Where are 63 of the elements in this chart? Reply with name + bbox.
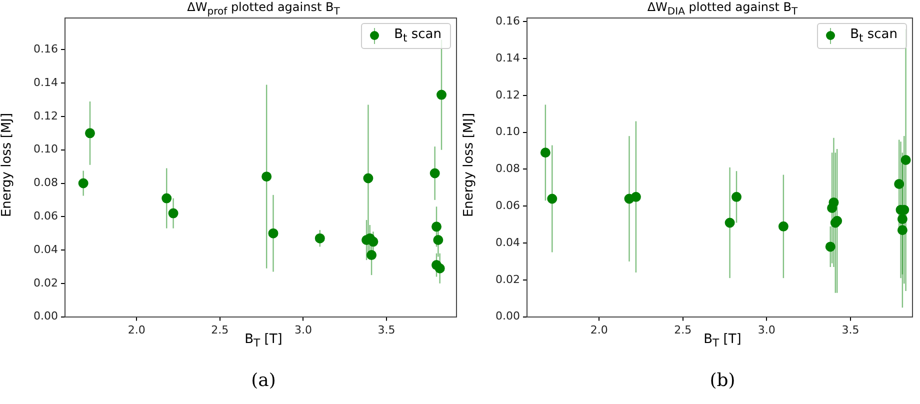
point	[84, 128, 95, 138]
y-tick-label: 0.10	[496, 125, 520, 138]
y-tick-label: 0.06	[496, 198, 520, 212]
point	[363, 173, 374, 184]
x-tick-label: 3.5	[378, 323, 396, 336]
x-tick-label: 3.0	[294, 323, 312, 336]
point	[778, 221, 788, 232]
point	[368, 236, 378, 247]
y-tick-label: 0.02	[34, 276, 58, 290]
x-axis-title: B$_{T}$ [T]	[244, 332, 282, 350]
point	[268, 228, 278, 238]
point	[262, 172, 272, 182]
y-tick-label: 0.02	[496, 272, 520, 286]
chart-title: ΔW$_{DIA}$ plotted against B$_{T}$	[646, 0, 799, 18]
x-tick-label: 2.0	[590, 323, 608, 336]
point	[828, 197, 839, 208]
y-tick-label: 0.08	[34, 176, 58, 190]
point	[168, 208, 178, 218]
point	[162, 193, 172, 204]
chart-title: ΔW$_{prof}$ plotted against B$_{T}$	[186, 0, 341, 18]
y-tick-label: 0.06	[34, 210, 58, 223]
y-tick-label: 0.16	[34, 42, 58, 56]
y-tick-label: 0.04	[496, 236, 520, 249]
y-tick-label: 0.16	[496, 14, 520, 28]
x-tick-label: 3.0	[758, 323, 776, 336]
y-tick-label: 0.08	[496, 162, 520, 176]
y-tick-label: 0.12	[34, 109, 58, 122]
point	[724, 218, 735, 228]
y-tick-label: 0.00	[34, 310, 58, 323]
y-tick-label: 0.14	[34, 76, 58, 89]
point	[314, 233, 325, 244]
y-axis-title: Energy loss [MJ]	[462, 112, 477, 218]
point	[825, 242, 836, 252]
point	[434, 263, 445, 274]
text: (a)	[250, 370, 277, 391]
point	[540, 148, 550, 158]
point	[894, 179, 904, 189]
point	[366, 250, 377, 260]
text: (b)	[708, 370, 736, 391]
point	[900, 155, 911, 166]
point	[78, 178, 88, 188]
legend-label: B$_{t}$ scan	[394, 27, 442, 45]
y-tick-label: 0.14	[496, 51, 520, 64]
point	[732, 192, 742, 202]
y-axis-title: Energy loss [MJ]	[0, 112, 15, 218]
point	[547, 194, 558, 204]
x-tick-label: 2.5	[211, 323, 229, 336]
y-tick-label: 0.00	[496, 310, 520, 323]
y-tick-label: 0.10	[34, 142, 58, 156]
point	[897, 214, 908, 224]
legend-label: B$_{t}$ scan	[850, 27, 898, 45]
x-tick-label: 3.5	[842, 323, 860, 336]
point	[432, 222, 442, 232]
point	[433, 235, 444, 246]
point	[436, 90, 447, 100]
y-tick-label: 0.12	[496, 88, 520, 102]
x-axis-title: B$_{T}$ [T]	[704, 332, 742, 350]
y-tick-label: 0.04	[34, 242, 58, 256]
point	[430, 168, 440, 178]
point	[897, 225, 908, 236]
point	[630, 192, 641, 202]
x-tick-label: 2.0	[128, 323, 146, 336]
x-tick-label: 2.5	[674, 323, 692, 336]
